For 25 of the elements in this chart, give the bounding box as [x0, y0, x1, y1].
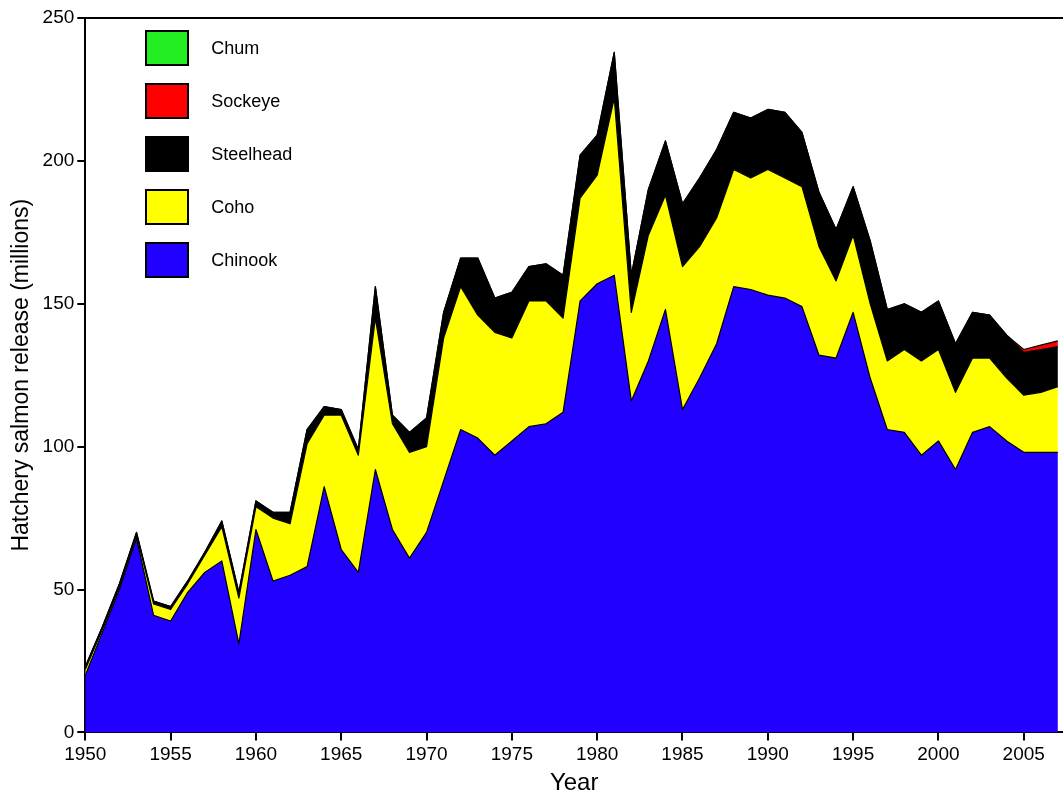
x-tick-label: 1990 [746, 743, 789, 765]
x-tick-label: 1975 [490, 743, 534, 765]
x-tick-label: 1970 [405, 743, 448, 765]
legend-label: Steelhead [211, 143, 293, 165]
y-tick-label: 100 [42, 434, 75, 456]
legend-label: Sockeye [211, 90, 281, 112]
x-tick-label: 1965 [320, 743, 363, 765]
x-tick-label: 1980 [576, 743, 619, 765]
y-tick-label: 50 [53, 577, 75, 599]
x-tick-label: 2000 [917, 743, 960, 765]
y-tick-label: 200 [42, 149, 75, 171]
x-tick-label: 1950 [64, 743, 107, 765]
x-axis-title: Year [549, 768, 599, 796]
x-tick-label: 1960 [234, 743, 278, 765]
x-tick-label: 1985 [661, 743, 704, 765]
x-tick-label: 1995 [831, 743, 875, 765]
y-tick-label: 250 [42, 6, 75, 28]
legend-label: Coho [211, 196, 255, 218]
x-tick-label: 1955 [149, 743, 192, 765]
x-tick-label: 2005 [1002, 743, 1045, 765]
legend-label: Chum [211, 37, 260, 59]
legend-label: Chinook [211, 249, 278, 271]
y-tick-label: 150 [42, 291, 75, 313]
y-axis-title: Hatchery salmon release (millions) [7, 198, 34, 552]
y-tick-label: 0 [63, 720, 75, 742]
